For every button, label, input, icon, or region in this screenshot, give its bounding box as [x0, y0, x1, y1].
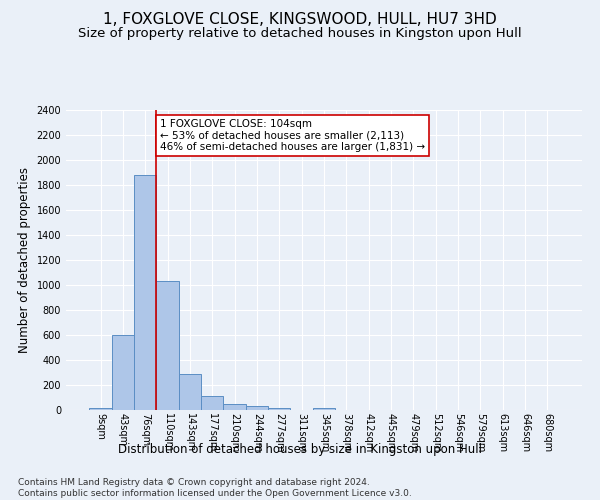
Bar — [112, 335, 134, 410]
Text: Distribution of detached houses by size in Kingston upon Hull: Distribution of detached houses by size … — [118, 442, 482, 456]
Text: 1 FOXGLOVE CLOSE: 104sqm
← 53% of detached houses are smaller (2,113)
46% of sem: 1 FOXGLOVE CLOSE: 104sqm ← 53% of detach… — [160, 118, 425, 152]
Y-axis label: Number of detached properties: Number of detached properties — [18, 167, 31, 353]
Bar — [157, 281, 179, 410]
Text: 1, FOXGLOVE CLOSE, KINGSWOOD, HULL, HU7 3HD: 1, FOXGLOVE CLOSE, KINGSWOOD, HULL, HU7 … — [103, 12, 497, 28]
Bar — [223, 404, 246, 410]
Bar — [246, 406, 268, 410]
Text: Contains HM Land Registry data © Crown copyright and database right 2024.
Contai: Contains HM Land Registry data © Crown c… — [18, 478, 412, 498]
Bar — [268, 408, 290, 410]
Bar — [313, 408, 335, 410]
Text: Size of property relative to detached houses in Kingston upon Hull: Size of property relative to detached ho… — [78, 28, 522, 40]
Bar — [134, 175, 157, 410]
Bar — [89, 408, 112, 410]
Bar — [201, 396, 223, 410]
Bar — [179, 374, 201, 410]
